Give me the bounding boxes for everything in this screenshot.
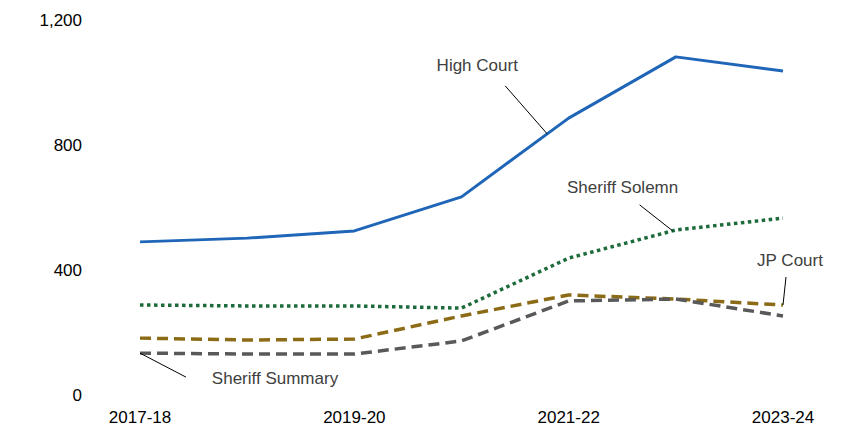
svg-text:High Court: High Court [437,56,519,75]
svg-text:Sheriff Summary: Sheriff Summary [212,369,339,388]
svg-text:400: 400 [54,261,82,280]
svg-text:2023-24: 2023-24 [752,408,814,427]
svg-text:2021-22: 2021-22 [537,408,599,427]
svg-text:2019-20: 2019-20 [323,408,385,427]
svg-text:0: 0 [73,386,82,405]
svg-text:800: 800 [54,136,82,155]
svg-text:1,200: 1,200 [39,11,82,30]
svg-text:Sheriff Solemn: Sheriff Solemn [567,178,678,197]
svg-text:2017-18: 2017-18 [109,408,171,427]
svg-text:JP Court: JP Court [757,251,823,270]
